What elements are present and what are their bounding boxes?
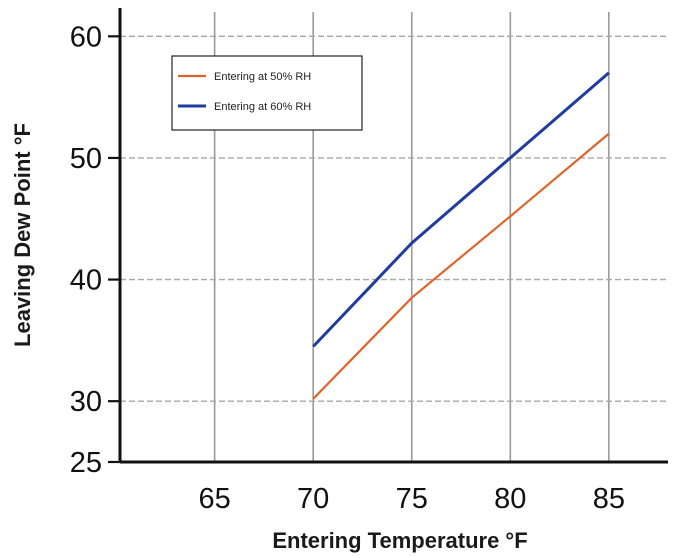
x-tick-label-80: 80 <box>494 483 526 515</box>
series-lines <box>312 71 610 400</box>
y-axis-title: Leaving Dew Point °F <box>10 123 35 347</box>
x-tick-label-70: 70 <box>297 483 329 515</box>
y-tick-label-30: 30 <box>70 386 102 418</box>
x-tick-label-75: 75 <box>396 483 428 515</box>
legend-label-2: Entering at 60% RH <box>214 101 311 113</box>
legend-box <box>171 55 363 131</box>
y-tick-label-60: 60 <box>70 21 102 53</box>
x-axis-title: Entering Temperature °F <box>272 528 527 553</box>
y-tick-label-50: 50 <box>70 143 102 175</box>
axes <box>108 8 668 464</box>
y-tick-label-25: 25 <box>70 447 102 479</box>
series-line-1 <box>312 132 610 400</box>
series-line-2 <box>312 71 610 348</box>
legend: Entering at 50% RH Entering at 60% RH <box>171 55 363 131</box>
x-tick-label-85: 85 <box>593 483 625 515</box>
y-tick-label-40: 40 <box>70 265 102 297</box>
tick-labels: 25 30 40 50 60 65 70 75 80 85 <box>70 21 625 515</box>
x-tick-label-65: 65 <box>198 483 230 515</box>
legend-label-1: Entering at 50% RH <box>214 71 311 83</box>
